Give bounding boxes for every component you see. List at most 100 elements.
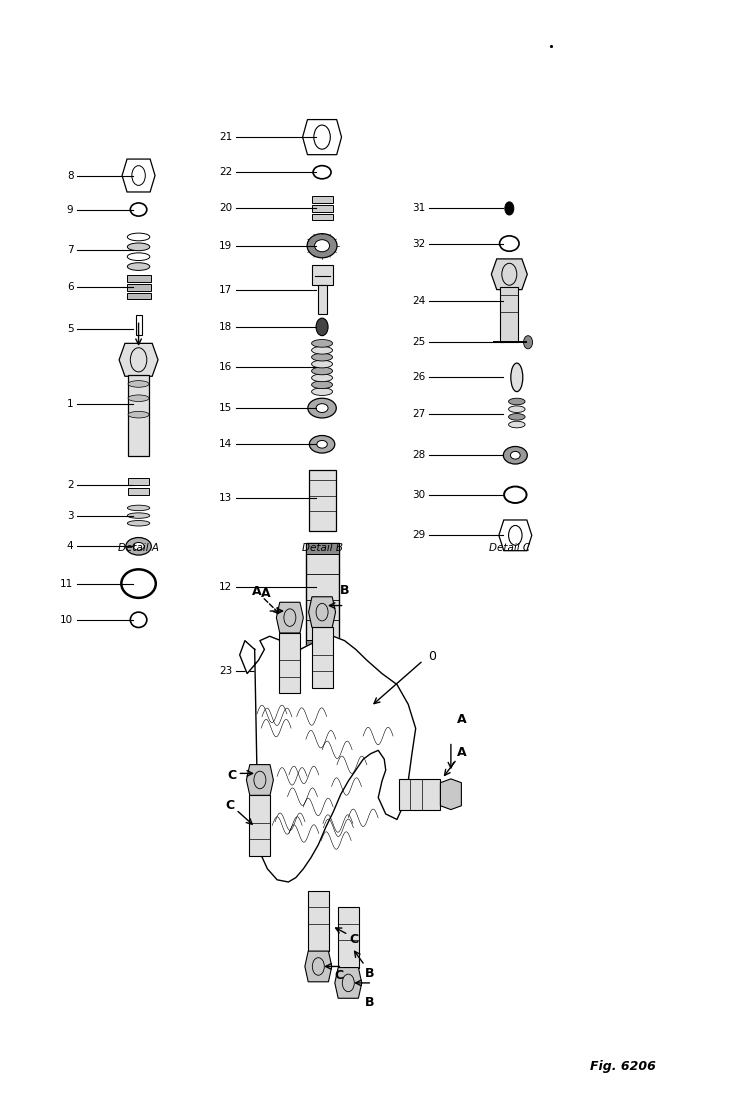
Ellipse shape [127,513,150,519]
Text: A: A [252,585,261,598]
Ellipse shape [316,404,328,412]
Text: 26: 26 [412,372,425,383]
Text: Detail A: Detail A [118,543,159,553]
Bar [249,795,270,856]
Bar [309,470,336,531]
Ellipse shape [128,395,149,402]
Text: C: C [350,932,359,946]
Bar [128,375,149,456]
Text: Detail B: Detail B [302,543,342,553]
Ellipse shape [509,406,525,412]
Text: 14: 14 [219,439,232,450]
Bar [312,205,333,212]
Bar [127,275,151,282]
Text: 23: 23 [219,666,232,677]
Bar [128,488,149,495]
Text: 18: 18 [219,321,232,332]
Ellipse shape [509,414,525,420]
Polygon shape [491,259,527,290]
Ellipse shape [309,436,335,453]
Text: C: C [225,799,234,812]
Text: 31: 31 [412,203,425,214]
Bar [312,214,333,220]
Ellipse shape [128,411,149,418]
Text: 4: 4 [67,541,73,552]
Bar [312,265,333,285]
Ellipse shape [312,347,333,354]
Polygon shape [305,951,332,982]
Text: 30: 30 [412,489,425,500]
Text: 9: 9 [67,204,73,215]
Bar [312,196,333,203]
Ellipse shape [312,340,333,347]
Text: 11: 11 [60,578,73,589]
Text: 8: 8 [67,170,73,181]
Text: 13: 13 [219,493,232,504]
Text: A: A [458,746,467,759]
Text: 19: 19 [219,240,232,251]
Ellipse shape [317,441,327,449]
Ellipse shape [509,421,525,428]
Polygon shape [276,602,303,633]
Ellipse shape [133,543,144,551]
Text: 0: 0 [428,649,436,663]
Text: 1: 1 [67,398,73,409]
Ellipse shape [127,263,150,271]
Polygon shape [309,597,336,627]
Text: 2: 2 [67,479,73,490]
Text: Detail C: Detail C [489,543,530,553]
Ellipse shape [312,360,333,367]
Text: A: A [261,587,270,600]
Text: 22: 22 [219,167,232,178]
Text: 12: 12 [219,581,232,592]
Ellipse shape [503,446,527,464]
Polygon shape [240,636,416,882]
Ellipse shape [307,234,337,258]
Ellipse shape [308,398,336,418]
Text: B: B [340,584,349,597]
Text: 32: 32 [412,238,425,249]
Bar [127,284,151,291]
Text: 6: 6 [67,282,73,293]
Text: B: B [365,966,374,980]
Text: 20: 20 [219,203,232,214]
Ellipse shape [127,242,150,251]
Bar [318,285,327,314]
Bar [279,633,300,693]
Bar [306,543,339,554]
Text: 16: 16 [219,362,232,373]
Text: 21: 21 [219,132,232,143]
Ellipse shape [128,381,149,387]
Bar [306,640,339,651]
Ellipse shape [126,538,151,555]
Polygon shape [335,968,362,998]
Ellipse shape [312,353,333,361]
Text: Fig. 6206: Fig. 6206 [589,1060,655,1073]
Text: 7: 7 [67,245,73,256]
Text: 15: 15 [219,403,232,414]
Ellipse shape [312,374,333,382]
Text: B: B [365,996,374,1009]
Ellipse shape [511,452,520,460]
Ellipse shape [127,521,150,527]
Text: 28: 28 [412,450,425,461]
Ellipse shape [315,239,330,251]
Polygon shape [246,765,273,795]
Text: C: C [227,769,236,782]
Polygon shape [440,779,461,810]
Text: 5: 5 [67,324,73,335]
Text: 29: 29 [412,530,425,541]
Ellipse shape [312,381,333,388]
Text: 3: 3 [67,510,73,521]
Bar [136,315,142,335]
Bar [127,293,151,299]
Bar [312,627,333,688]
Bar [308,891,329,951]
Bar [338,907,359,968]
Circle shape [524,336,533,349]
Bar [500,287,518,342]
Ellipse shape [312,367,333,375]
Bar [306,543,339,651]
Circle shape [316,318,328,336]
Text: A: A [458,713,467,726]
